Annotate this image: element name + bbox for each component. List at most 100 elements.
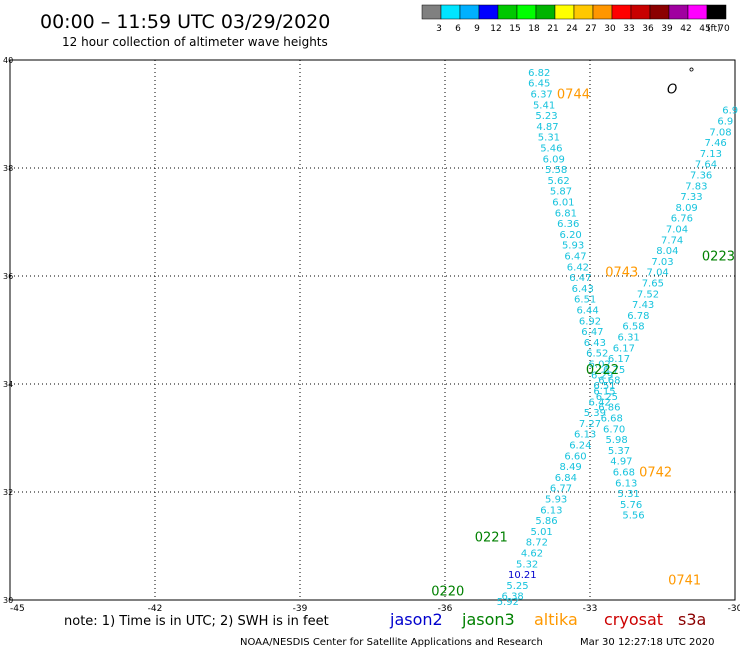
colorbar-swatch [516, 4, 537, 20]
wave-height-value: 5.86 [535, 516, 557, 527]
mission-label-altika: altika [534, 610, 578, 629]
wave-height-value: 8.72 [526, 538, 548, 549]
wave-height-value: 8.49 [560, 462, 582, 473]
x-tick-label: -33 [583, 604, 598, 614]
wave-height-value: 5.31 [618, 489, 640, 500]
colorbar-label: 15 [509, 24, 520, 34]
colorbar-swatch [630, 4, 651, 20]
wave-height-value: 5.56 [622, 511, 644, 522]
wave-height-value: 7.04 [647, 268, 669, 279]
wave-height-value: 6.82 [528, 68, 550, 79]
wave-height-value: 7.08 [709, 127, 731, 138]
y-tick-label: 38 [3, 164, 13, 173]
colorbar-swatch [459, 4, 480, 20]
wave-height-value: 6.47 [581, 327, 603, 338]
wave-height-value: 6.43 [572, 284, 594, 295]
wave-height-value: 5.37 [608, 446, 630, 457]
colorbar-label: 36 [642, 24, 654, 34]
map-symbol: O [667, 82, 677, 97]
wave-height-value: 6.37 [531, 89, 553, 100]
pass-time-label: 0221 [475, 530, 508, 545]
wave-height-value: 4.62 [521, 548, 543, 559]
wave-height-value: 6.45 [528, 79, 550, 90]
wave-height-value: 6.68 [613, 467, 635, 478]
mission-label-jason3: jason3 [461, 610, 515, 629]
wave-height-value: 7.74 [661, 235, 683, 246]
colorbar-swatch [573, 4, 594, 20]
x-tick-label: -36 [438, 604, 453, 614]
wave-height-value: 5.23 [535, 111, 557, 122]
wave-height-value: 6.15 [593, 386, 615, 397]
pass-time-label: 0223 [702, 249, 735, 264]
x-tick-label: -42 [148, 604, 163, 614]
footer-credit: NOAA/NESDIS Center for Satellite Applica… [240, 637, 543, 648]
wave-height-value: 7.03 [651, 257, 673, 268]
wave-height-value: 5.32 [516, 559, 538, 570]
wave-height-value: 6.86 [598, 403, 620, 414]
wave-height-value: 7.33 [680, 192, 702, 203]
pass-time-label: 0743 [605, 266, 638, 281]
wave-height-value: 5.46 [540, 143, 562, 154]
wave-height-value: 7.64 [695, 160, 717, 171]
colorbar-label: 70 [718, 24, 730, 34]
colorbar-label: 39 [661, 24, 673, 34]
wave-height-value: 6.09 [543, 154, 565, 165]
wave-height-value: 6.70 [603, 424, 625, 435]
wave-height-value: 6.68 [598, 376, 620, 387]
wave-height-value: 7.36 [690, 170, 712, 181]
footer-note: note: 1) Time is in UTC; 2) SWH is in fe… [64, 614, 329, 629]
pass-time-labels: 0744 0223 0743 0222 0742 0221 0741 0220 [431, 87, 735, 599]
colorbar-swatch [592, 4, 613, 20]
pass-time-label: 0744 [557, 87, 590, 102]
wave-height-value: 6.51 [593, 381, 615, 392]
colorbar-swatch [706, 4, 727, 20]
colorbar-label: 27 [585, 24, 596, 34]
x-tick-label: -30 [728, 604, 740, 614]
wave-height-value: 5.62 [547, 176, 569, 187]
colorbar-label: 24 [566, 24, 578, 34]
wave-height-value: 5.01 [531, 527, 553, 538]
wave-height-value: 6.13 [615, 478, 637, 489]
grid-lines [10, 60, 735, 600]
colorbar-swatch [611, 4, 632, 20]
y-tick-label: 30 [3, 596, 13, 605]
wave-height-value: 5.39 [584, 408, 606, 419]
wave-height-value: 6.9 [722, 106, 738, 117]
colorbar-swatch [478, 4, 499, 20]
wave-height-value: 5.93 [545, 494, 567, 505]
wave-height-value: 4.97 [610, 457, 632, 468]
colorbar-label: 9 [474, 24, 480, 34]
colorbar-unit: (ft) [707, 24, 721, 34]
wave-height-value: 6.20 [560, 230, 582, 241]
colorbar-label: 18 [528, 24, 540, 34]
map-symbol: ° [688, 66, 695, 81]
pass-time-label: 0222 [586, 363, 619, 378]
pass-time-label: 0742 [639, 465, 672, 480]
pass-time-label: 0741 [668, 573, 701, 588]
colorbar-label: 6 [455, 24, 461, 34]
wave-height-value: 6.47 [564, 251, 586, 262]
y-tick-labels: 30 32 34 36 38 40 [3, 56, 13, 605]
y-tick-label: 40 [3, 56, 13, 65]
x-tick-labels: -45 -42 -39 -36 -33 -30 [10, 604, 740, 614]
wave-height-value: 8.09 [676, 203, 698, 214]
colorbar-swatch [535, 4, 556, 20]
wave-height-value: 6.44 [576, 305, 598, 316]
wave-height-value: 4.87 [536, 122, 558, 133]
wave-height-value: 7.13 [700, 149, 722, 160]
wave-height-value: 6.01 [552, 197, 574, 208]
y-tick-label: 36 [3, 272, 13, 281]
colorbar-swatch [668, 4, 689, 20]
plot-frame [9, 59, 736, 601]
wave-height-value: 6.24 [569, 440, 591, 451]
x-tick-label: -45 [10, 604, 25, 614]
pass-time-label: 0220 [431, 584, 464, 599]
wave-height-value: 5.25 [506, 581, 528, 592]
y-tick-label: 34 [3, 380, 13, 389]
colorbar-label: 42 [680, 24, 691, 34]
wave-height-value: 5.76 [620, 500, 642, 511]
wave-height-value: 7.27 [579, 419, 601, 430]
wave-height-value: 6.36 [557, 219, 579, 230]
wave-height-value: 7.65 [642, 278, 664, 289]
